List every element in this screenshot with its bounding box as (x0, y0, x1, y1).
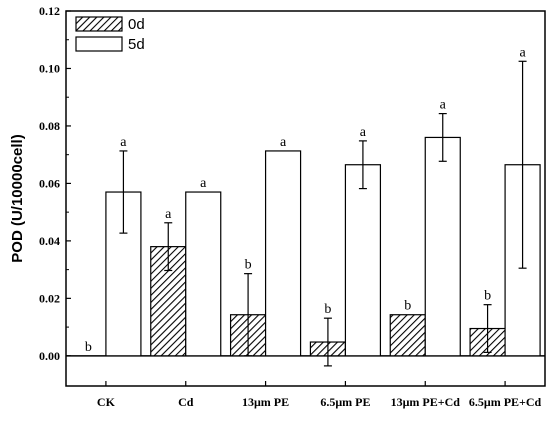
significance-label: a (120, 135, 127, 150)
plot-frame (65, 10, 546, 387)
x-category-label: Cd (178, 395, 194, 409)
significance-label: a (440, 98, 447, 113)
y-tick-label: 0.12 (39, 4, 60, 18)
x-category-label: 6.5μm PE+Cd (469, 395, 542, 409)
x-category-label: 13μm PE (242, 395, 289, 409)
legend-label-0d: 0d (128, 16, 145, 33)
x-category-label: 13μm PE+Cd (391, 395, 461, 409)
bar-5d (264, 150, 302, 357)
legend-swatch-0d (75, 16, 123, 32)
significance-label: b (245, 258, 252, 273)
significance-label: b (404, 299, 411, 314)
y-axis-label: POD (U/10000cell) (9, 134, 26, 262)
y-tick-label: 0.02 (39, 291, 60, 305)
significance-label: a (360, 125, 367, 140)
y-tick-label: 0.10 (39, 61, 60, 75)
bar-5d (344, 164, 382, 357)
x-category-label: CK (97, 395, 116, 409)
x-category-label: 6.5μm PE (320, 395, 370, 409)
y-tick-label: 0.08 (39, 119, 60, 133)
significance-label: b (324, 302, 331, 317)
legend-label-5d: 5d (128, 36, 145, 53)
bar-0d (389, 314, 426, 357)
significance-label: a (519, 45, 526, 60)
plot-area: 0.00 0.02 0.04 0.06 0.08 0.10 0.12 b a CK a a Cd b a 13… (39, 4, 546, 409)
legend-swatch-5d (75, 36, 123, 52)
significance-label: a (280, 135, 287, 150)
y-tick-label: 0.06 (39, 176, 60, 190)
bar-5d (424, 136, 461, 357)
significance-label: a (165, 207, 172, 222)
y-tick-label: 0.00 (39, 349, 60, 363)
significance-label: b (85, 340, 92, 355)
bar-0d (150, 246, 187, 357)
significance-label: a (200, 176, 207, 191)
bar-5d (185, 191, 222, 357)
significance-label: b (484, 289, 491, 304)
y-tick-label: 0.04 (39, 234, 60, 248)
